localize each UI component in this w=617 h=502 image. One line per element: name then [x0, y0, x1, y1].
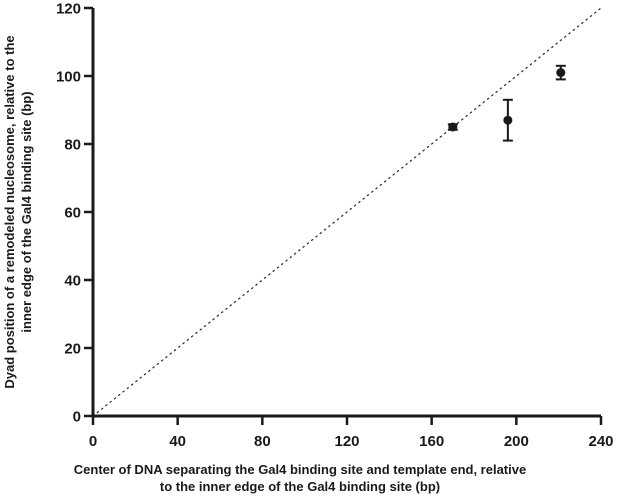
axes — [84, 6, 603, 425]
data-marker — [556, 68, 566, 78]
x-tick-label: 200 — [504, 433, 529, 450]
y-tick-label: 100 — [56, 69, 81, 86]
x-axis-label-line: to the inner edge of the Gal4 binding si… — [160, 479, 440, 494]
data-point — [502, 98, 513, 142]
y-tick-label: 40 — [64, 273, 81, 290]
y-tick-label: 20 — [64, 341, 81, 358]
data-marker — [448, 122, 458, 132]
data-point — [447, 122, 458, 132]
y-axis-label-line: Dyad position of a remodeled nucleosome,… — [2, 35, 17, 388]
x-tick-label: 120 — [334, 433, 359, 450]
x-axis-label: Center of DNA separating the Gal4 bindin… — [74, 462, 526, 494]
data-marker — [503, 115, 513, 125]
x-tick-label: 40 — [169, 433, 186, 450]
y-tick-label: 0 — [73, 409, 81, 426]
data-point — [555, 64, 566, 81]
tick-labels: 0 20 40 60 80 100 120 0 40 80 120 160 200 240 — [56, 1, 614, 451]
x-axis-label-line: Center of DNA separating the Gal4 bindin… — [74, 462, 526, 477]
x-tick-label: 80 — [254, 433, 271, 450]
y-tick-label: 120 — [56, 1, 81, 18]
data-points — [447, 64, 566, 142]
y-axis-label-line: inner edge of the Gal4 binding site (bp) — [19, 91, 34, 332]
x-tick-label: 0 — [89, 433, 97, 450]
y-tick-label: 60 — [64, 205, 81, 222]
x-tick-label: 240 — [588, 433, 613, 450]
y-axis-label: Dyad position of a remodeled nucleosome,… — [2, 35, 34, 388]
identity-reference-line — [92, 7, 602, 417]
x-tick-label: 160 — [419, 433, 444, 450]
axis-labels: Center of DNA separating the Gal4 bindin… — [2, 35, 526, 494]
reference-line-layer — [92, 7, 602, 417]
y-tick-label: 80 — [64, 137, 81, 154]
